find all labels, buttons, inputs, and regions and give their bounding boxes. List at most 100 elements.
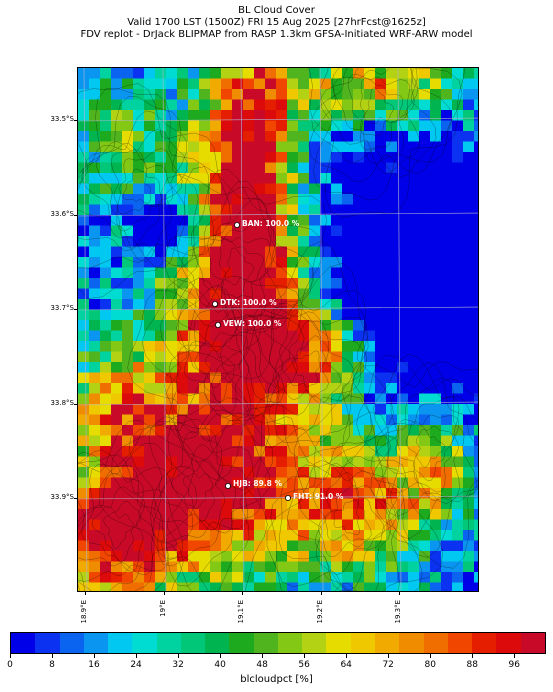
grid-cell (408, 509, 420, 520)
grid-cell (364, 509, 376, 520)
grid-cell (133, 530, 145, 541)
grid-cell (276, 99, 288, 111)
grid-cell (144, 99, 156, 111)
grid-cell (353, 194, 365, 205)
grid-cell (232, 141, 244, 153)
grid-cell (133, 194, 145, 205)
grid-cell (320, 320, 332, 331)
grid-cell (386, 540, 398, 552)
grid-cell (155, 141, 167, 153)
grid-cell (397, 131, 409, 142)
grid-cell (408, 582, 420, 591)
station-hjb[interactable]: HJB: 89.8 % (224, 479, 283, 489)
grid-cell (364, 225, 376, 237)
grid-cell (342, 236, 354, 247)
grid-cell (100, 299, 112, 310)
colorbar-tick-mark (136, 654, 138, 658)
grid-cell (331, 572, 343, 583)
grid-cell (111, 299, 123, 310)
grid-cell (298, 120, 310, 132)
grid-cell (276, 120, 288, 132)
grid-cell (320, 141, 332, 153)
grid-cell (309, 236, 321, 247)
grid-cell (221, 362, 233, 373)
grid-cell (155, 183, 167, 195)
grid-cell (353, 582, 365, 591)
lat-tick-mark (74, 215, 77, 216)
grid-cell (331, 330, 343, 342)
grid-cell (243, 299, 255, 310)
grid-cell (397, 225, 409, 237)
grid-cell (342, 393, 354, 405)
grid-cell (221, 425, 233, 436)
grid-cell (452, 383, 464, 394)
map-title: BL Cloud Cover (238, 5, 315, 16)
grid-cell (243, 351, 255, 363)
grid-cell (331, 194, 343, 205)
grid-cell (265, 131, 277, 142)
grid-cell (133, 488, 145, 499)
grid-cell (243, 467, 255, 478)
grid-cell (430, 173, 442, 184)
grid-cell (463, 246, 475, 258)
grid-cell (89, 236, 101, 247)
grid-cell (89, 467, 101, 478)
station-vew[interactable]: VEW: 100.0 % (214, 319, 282, 328)
grid-cell (265, 236, 277, 247)
contour-line (78, 83, 231, 299)
grid-cell (375, 320, 387, 331)
terrain-contours (78, 68, 478, 591)
grid-cell (430, 540, 442, 552)
grid-cell (78, 446, 90, 457)
grid-cell (254, 120, 266, 132)
grid-cell (441, 110, 453, 121)
grid-cell (100, 498, 112, 510)
grid-cell (331, 183, 343, 195)
grid-cell (386, 551, 398, 562)
grid-cell (122, 351, 134, 363)
grid-cell (353, 162, 365, 174)
grid-cell (100, 351, 112, 363)
grid-cell (463, 131, 475, 142)
grid-cell (430, 362, 442, 373)
grid-cell (463, 204, 475, 216)
grid-cell (441, 89, 453, 100)
colorbar-segment (205, 633, 230, 653)
grid-cell (155, 498, 167, 510)
grid-cell (309, 540, 321, 552)
grid-cell (122, 498, 134, 510)
grid-cell (287, 162, 299, 174)
grid-cell (463, 351, 475, 363)
grid-cell (441, 446, 453, 457)
grid-cell (375, 351, 387, 363)
grid-cell (199, 110, 211, 121)
graticule-lon-19-3 (397, 68, 402, 591)
grid-cell (265, 561, 277, 573)
grid-cell (78, 320, 90, 331)
grid-cell (254, 267, 266, 279)
station-dtk[interactable]: DTK: 100.0 % (211, 298, 277, 307)
grid-cell (177, 456, 189, 468)
grid-cell (210, 257, 222, 268)
grid-cell (452, 257, 464, 268)
grid-cell (441, 404, 453, 415)
grid-cell (111, 152, 123, 163)
grid-cell (408, 194, 420, 205)
grid-cell (243, 477, 255, 489)
grid-cell (188, 204, 200, 216)
grid-cell (133, 467, 145, 478)
grid-cell (375, 309, 387, 321)
grid-cell (78, 467, 90, 478)
grid-cell (144, 110, 156, 121)
grid-cell (254, 257, 266, 268)
grid-cell (276, 89, 288, 100)
grid-cell (177, 572, 189, 583)
grid-cell (276, 467, 288, 478)
grid-cell (243, 509, 255, 520)
grid-cell (463, 215, 475, 226)
grid-cell (188, 299, 200, 310)
station-ban[interactable]: BAN: 100.0 % (233, 219, 300, 228)
grid-cell (331, 309, 343, 321)
grid-cell (188, 267, 200, 279)
station-fht[interactable]: FHT: 91.0 % (284, 492, 344, 501)
